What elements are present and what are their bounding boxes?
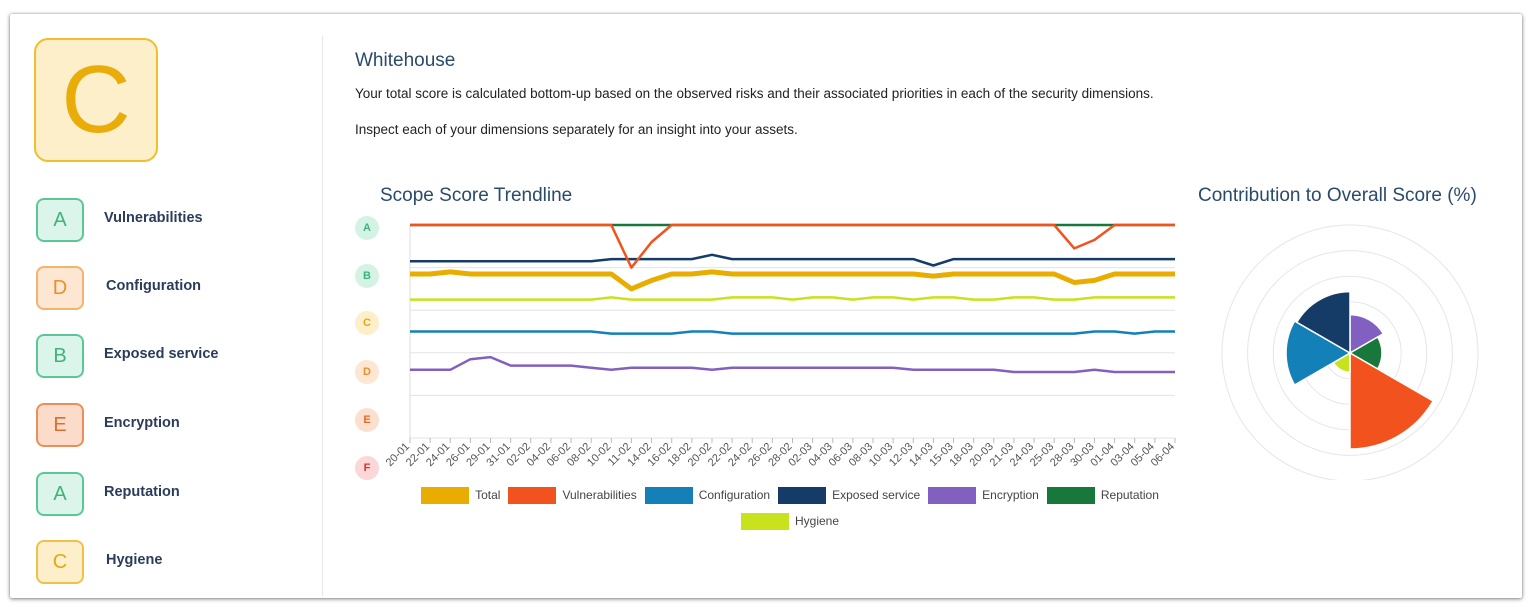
y-axis-grade-f: F [355,456,379,480]
grade-badge: E [36,403,84,447]
grade-badge: B [36,334,84,378]
y-axis-grade-b: B [355,264,379,288]
polar-slice-vulnerabilities[interactable] [1349,351,1435,450]
legend-label: Exposed service [832,488,921,502]
legend-item-vulnerabilities[interactable]: Vulnerabilities [508,486,637,504]
grade-badge: C [36,540,84,584]
radial-grid-ring [1247,250,1453,456]
legend-item-total[interactable]: Total [421,486,500,504]
dimension-configuration[interactable]: D Configuration [36,266,306,312]
legend-item-reputation[interactable]: Reputation [1046,486,1159,504]
legend-swatch [778,486,827,504]
legend-label: Hygiene [794,514,840,528]
polar-slice-exposed-service[interactable] [1295,290,1351,355]
grade-badge: D [36,266,84,310]
series-line-total[interactable] [410,269,1175,292]
overall-grade-letter: C [61,46,131,153]
series-line-configuration[interactable] [410,330,1175,335]
legend-swatch [928,486,977,504]
polar-slice-configuration[interactable] [1285,319,1352,387]
dimension-reputation[interactable]: A Reputation [36,472,306,518]
overall-grade-badge: C [34,38,158,162]
dimension-vulnerabilities[interactable]: A Vulnerabilities [36,198,306,244]
legend-label: Total [475,488,501,502]
dimension-label: Configuration [106,278,202,294]
score-card [10,14,1522,598]
dimension-label: Reputation [104,484,180,500]
contribution-title: Contribution to Overall Score (%) [1198,185,1477,206]
legend-swatch [740,512,789,530]
column-divider [322,36,323,596]
series-line-vulnerabilities[interactable] [410,223,1175,269]
trendline-chart: 20-0122-0124-0126-0129-0131-0102-0204-02… [384,223,1177,469]
legend-label: Encryption [982,488,1039,502]
y-axis-grade-d: D [355,360,379,384]
legend-item-exposed-service[interactable]: Exposed service [778,486,920,504]
series-line-encryption[interactable] [410,355,1175,374]
x-tick-label: 06-04 [1149,441,1177,469]
y-axis-grade-e: E [355,408,379,432]
y-axis-grade-c: C [355,311,379,335]
radial-grid-ring [1221,224,1479,480]
legend-label: Reputation [1100,488,1159,502]
dimension-exposed-service[interactable]: B Exposed service [36,334,306,380]
series-line-exposed-service[interactable] [410,253,1175,267]
dimension-encryption[interactable]: E Encryption [36,403,306,449]
legend-swatch [508,486,557,504]
dimension-label: Hygiene [106,552,163,568]
legend-label: Configuration [698,488,771,502]
legend-label: Vulnerabilities [562,488,637,502]
legend-item-configuration[interactable]: Configuration [644,486,771,504]
contribution-polar-chart [1221,224,1479,480]
legend-swatch [421,486,470,504]
y-axis-grade-a: A [355,216,379,240]
page-title: Whitehouse [355,50,456,71]
trendline-legend: Total Vulnerabilities Configuration Exposed… [400,486,1180,530]
score-description: Your total score is calculated bottom-up… [355,86,1154,101]
series-line-hygiene[interactable] [410,296,1175,301]
trendline-title: Scope Score Trendline [380,185,573,206]
dimension-hygiene[interactable]: C Hygiene [36,540,306,586]
dimension-label: Encryption [104,415,180,431]
dimension-label: Vulnerabilities [104,210,203,226]
legend-item-encryption[interactable]: Encryption [928,486,1039,504]
grade-badge: A [36,472,84,516]
grade-badge: A [36,198,84,242]
dimension-label: Exposed service [104,346,219,362]
legend-swatch [1046,486,1095,504]
legend-swatch [644,486,693,504]
inspect-description: Inspect each of your dimensions separate… [355,122,798,137]
legend-item-hygiene[interactable]: Hygiene [740,512,840,530]
